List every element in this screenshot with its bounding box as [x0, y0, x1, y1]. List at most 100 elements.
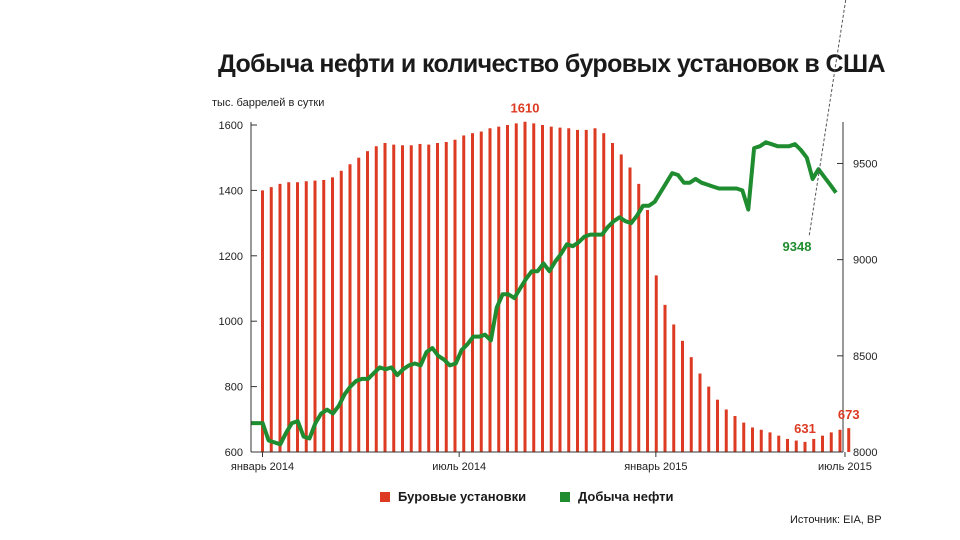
- rig-bar: [567, 128, 571, 452]
- rig-bar: [786, 438, 789, 452]
- right-tick-label: 9000: [853, 255, 877, 267]
- left-tick-label: 800: [225, 382, 243, 394]
- rig-bar: [401, 145, 404, 453]
- x-tick-label: январь 2014: [231, 461, 294, 473]
- rig-bar: [488, 128, 492, 452]
- rig-bar: [348, 164, 352, 453]
- rig-bar: [619, 154, 623, 452]
- rig-bar: [654, 275, 658, 452]
- rig-bar: [777, 435, 781, 452]
- rig-bar: [374, 146, 378, 452]
- data-labels: 1610 631 673 9348: [511, 0, 860, 436]
- rig-bar: [357, 157, 361, 452]
- rig-bar: [366, 151, 369, 452]
- legend-label-rigs: Буровые установки: [398, 489, 527, 504]
- rig-bar: [287, 182, 291, 452]
- right-tick-label: 9500: [853, 158, 877, 170]
- left-tick-label: 1400: [219, 185, 243, 197]
- legend-swatch-rigs: [380, 491, 390, 502]
- bar-data-label: 631: [794, 421, 816, 436]
- left-tick-label: 1200: [219, 251, 243, 263]
- rig-bar: [296, 182, 299, 452]
- rig-bar: [269, 187, 273, 452]
- rig-bar: [628, 167, 632, 452]
- x-tick-label: июль 2015: [818, 461, 872, 473]
- rig-bar: [532, 123, 536, 453]
- chart-title: Добыча нефти и количество буровых устано…: [218, 50, 886, 78]
- axes: 1600 1400 1200 1000 800 600 тыс. баррелей в су…: [212, 97, 877, 473]
- rig-bar: [471, 133, 474, 453]
- rig-bar: [479, 131, 483, 453]
- bar-data-label: 673: [838, 407, 860, 422]
- rig-bar: [339, 170, 343, 452]
- left-tick-label: 1600: [219, 120, 243, 132]
- rig-bar: [322, 179, 326, 452]
- right-tick-label: 8500: [853, 351, 877, 363]
- rig-bar: [523, 121, 527, 452]
- left-tick-label: 1000: [219, 316, 243, 328]
- right-tick-label: 8000: [853, 447, 877, 459]
- rig-bar: [418, 143, 422, 452]
- x-tick-label: июль 2014: [432, 461, 486, 473]
- rig-bar: [803, 441, 807, 452]
- rig-bar: [681, 340, 684, 452]
- line-data-label: 9348: [783, 239, 812, 254]
- rig-bar: [383, 142, 387, 453]
- rig-bar: [409, 145, 413, 453]
- rig-bar: [611, 142, 614, 453]
- legend-label-oil: Добыча нефти: [578, 489, 674, 504]
- rig-bar: [331, 177, 334, 452]
- rig-bar: [497, 126, 501, 452]
- legend-swatch-oil: [560, 491, 570, 502]
- rig-bar: [444, 142, 448, 452]
- rig-bar: [593, 128, 597, 452]
- rig-bar: [829, 432, 833, 452]
- rig-bar: [304, 181, 308, 452]
- rig-bar: [576, 129, 579, 452]
- rig-bar: [751, 427, 754, 452]
- bar-data-label: 1610: [511, 101, 540, 116]
- rig-bar: [427, 144, 431, 452]
- rig-bar: [637, 183, 641, 453]
- rig-bar: [724, 409, 728, 452]
- oil-production-line: [251, 140, 838, 447]
- rig-bar: [689, 357, 693, 452]
- rig-bar: [558, 127, 562, 452]
- legend-item-oil: Добыча нефти: [560, 489, 674, 504]
- rig-bar: [847, 428, 851, 452]
- rig-bar: [646, 210, 649, 452]
- rig-bar: [821, 435, 824, 452]
- rig-bar: [794, 440, 798, 452]
- rig-bar: [707, 386, 711, 452]
- rig-bar: [768, 432, 772, 452]
- rig-bar: [506, 125, 509, 452]
- left-axis-label: тыс. баррелей в сутки: [212, 97, 324, 109]
- legend-item-rigs: Буровые установки: [380, 489, 526, 504]
- rig-bar: [261, 190, 264, 452]
- rig-bar: [453, 139, 457, 452]
- rig-bars: [261, 121, 851, 453]
- rig-bar: [584, 129, 588, 452]
- rig-bar: [436, 142, 439, 453]
- rig-bar: [812, 438, 816, 452]
- rig-bar: [462, 135, 466, 453]
- rig-bar: [514, 123, 518, 453]
- rig-bar: [733, 416, 737, 452]
- rig-bar: [392, 144, 396, 452]
- rig-bar: [313, 180, 317, 452]
- source-note: Источник: EIA, BP: [790, 514, 882, 526]
- left-tick-label: 600: [225, 447, 243, 459]
- x-tick-label: январь 2015: [624, 461, 687, 473]
- oil-line: [251, 140, 838, 447]
- rig-bar: [663, 304, 667, 452]
- rig-bar: [672, 324, 676, 452]
- line-label-leader: [808, 0, 847, 238]
- rig-bar: [602, 133, 606, 453]
- rig-bar: [838, 429, 842, 452]
- rig-bar: [742, 422, 746, 452]
- rig-bar: [549, 126, 553, 452]
- rig-bar: [278, 183, 282, 453]
- rig-bar: [698, 373, 702, 452]
- rig-bar: [759, 429, 763, 452]
